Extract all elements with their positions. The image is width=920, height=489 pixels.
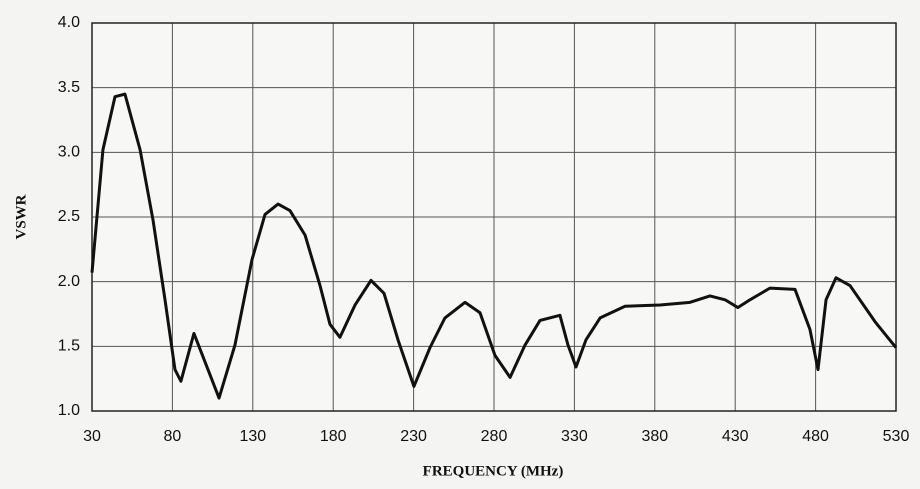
x-tick-label: 130 (239, 428, 266, 445)
x-tick-label: 330 (561, 428, 588, 445)
y-axis-title: VSWR (13, 194, 29, 239)
x-tick-label: 80 (164, 428, 182, 445)
y-tick-label: 4.0 (58, 14, 80, 31)
plot-border (91, 22, 897, 412)
x-tick-label: 180 (320, 428, 347, 445)
data-line (90, 92, 898, 400)
x-tick-label: 530 (883, 428, 910, 445)
y-tick-label: 1.0 (58, 402, 80, 419)
x-tick-label: 380 (641, 428, 668, 445)
y-tick-label: 2.0 (58, 273, 80, 290)
y-tick-label: 1.5 (58, 338, 80, 355)
x-tick-label: 30 (83, 428, 101, 445)
x-tick-label: 480 (802, 428, 829, 445)
y-tick-label: 2.5 (58, 208, 80, 225)
x-tick-label: 430 (722, 428, 749, 445)
y-tick-label: 3.0 (58, 144, 80, 161)
x-axis-title: FREQUENCY (MHz) (423, 463, 564, 479)
x-tick-label: 280 (481, 428, 508, 445)
y-tick-label: 3.5 (58, 79, 80, 96)
x-tick-label: 230 (400, 428, 427, 445)
